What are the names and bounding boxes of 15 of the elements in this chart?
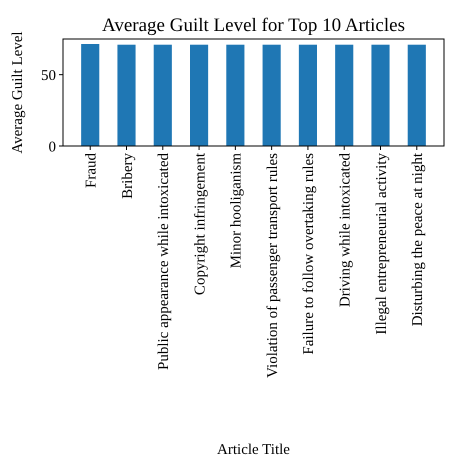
x-tick-label: Illegal entrepreneurial activity (374, 152, 390, 335)
x-tick-label: Bribery (120, 152, 136, 199)
y-axis-title: Average Guilt Level (10, 31, 26, 154)
x-tick-label: Minor hooliganism (228, 152, 245, 268)
x-tick-label: Fraud (83, 152, 100, 188)
y-tick-label: 50 (41, 68, 56, 84)
x-tick-label: Public appearance while intoxicated (156, 152, 172, 370)
x-tick-label: Copyright infringement (192, 152, 208, 296)
x-tick-label: Driving while intoxicated (337, 152, 354, 308)
y-tick-label: 0 (48, 139, 56, 156)
x-axis-title: Article Title (217, 442, 290, 458)
x-tick-label: Failure to follow overtaking rules (301, 152, 318, 355)
x-tick-label: Disturbing the peace at night (410, 152, 426, 326)
x-tick-label: Violation of passenger transport rules (264, 152, 281, 378)
chart-title: Average Guilt Level for Top 10 Articles (102, 15, 405, 36)
